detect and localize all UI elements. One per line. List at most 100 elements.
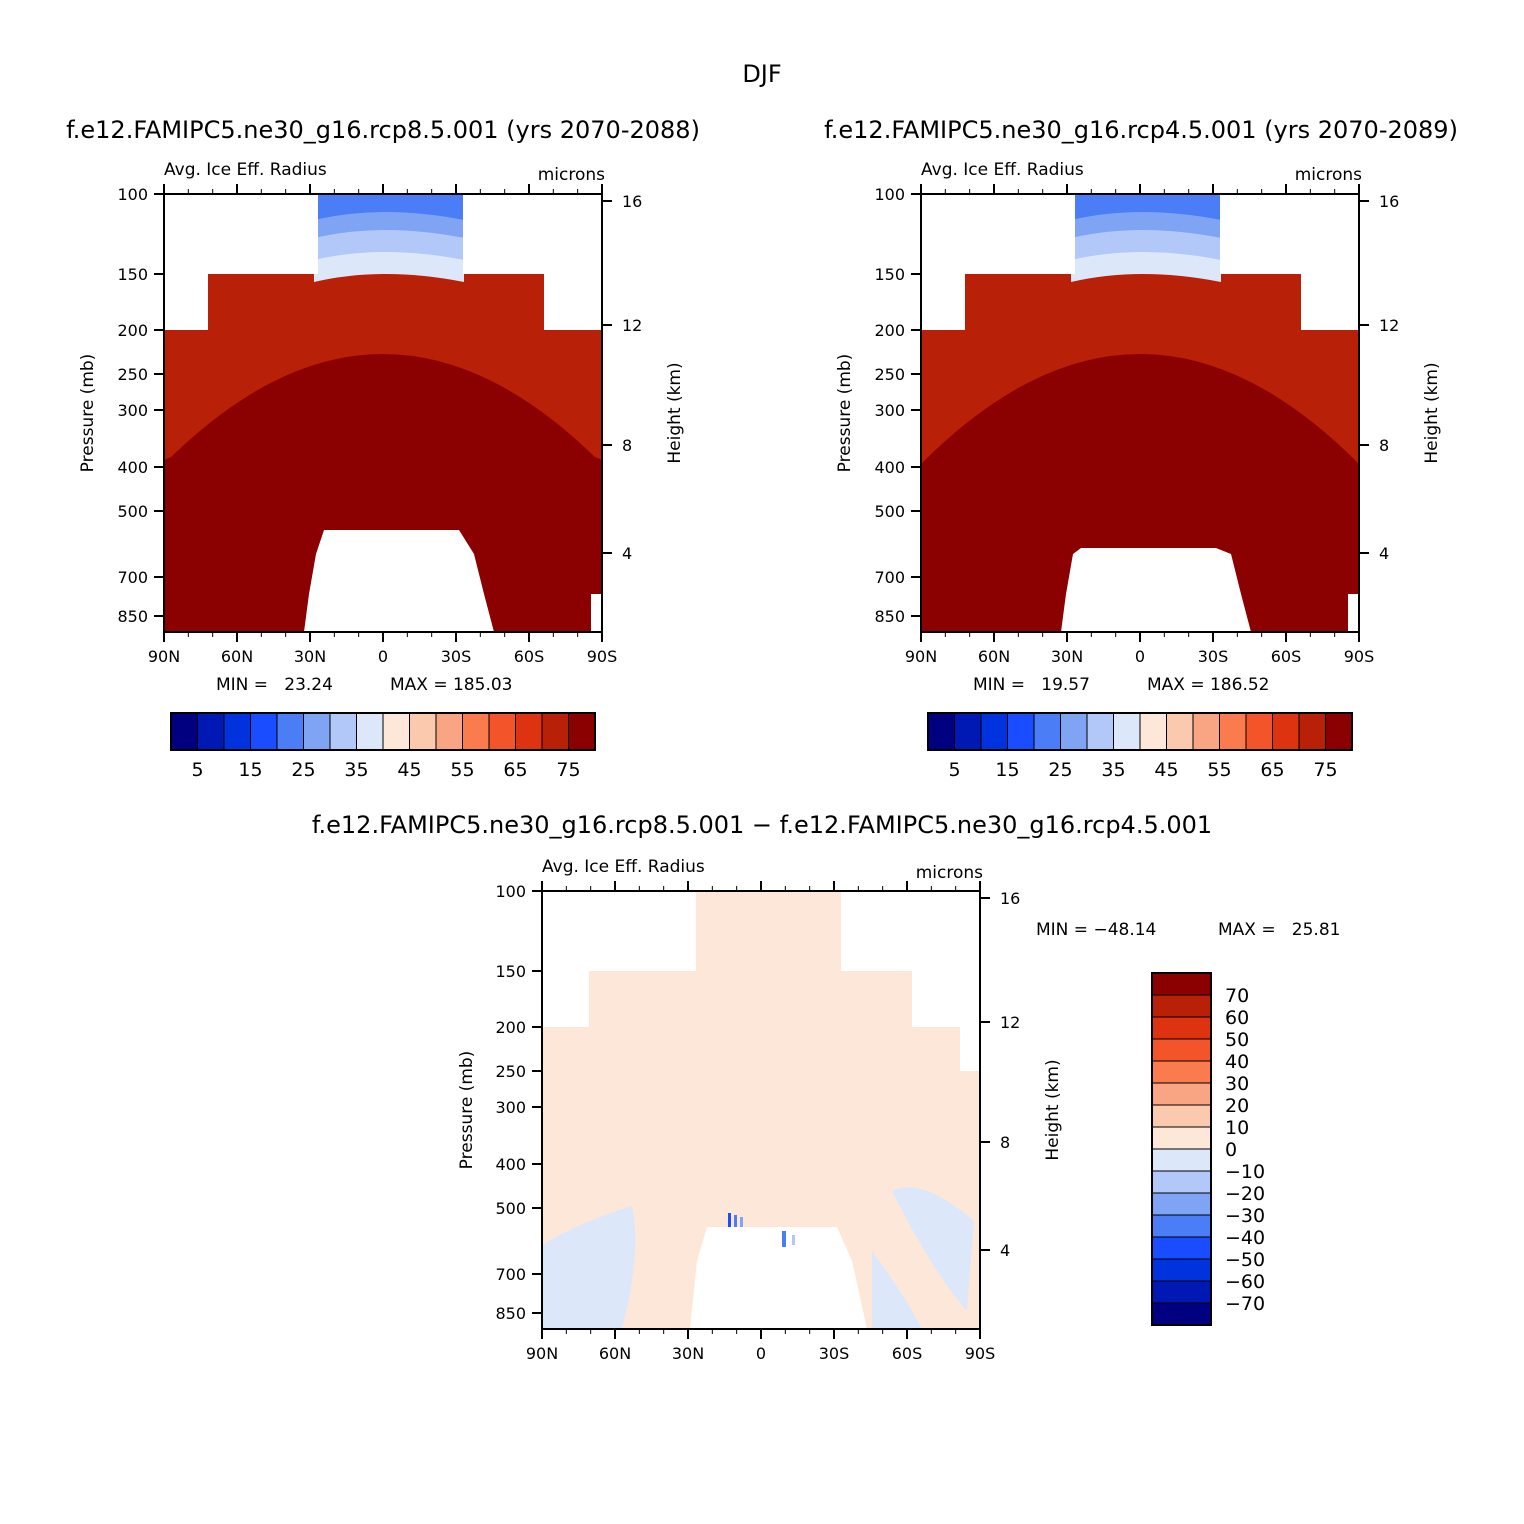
panel-2-colorbar-swatch: [1192, 712, 1220, 751]
panel-3-missing-top-left: [542, 891, 696, 971]
panel-2-colorbar-label: 45: [1154, 759, 1178, 781]
panel-3-axes: 100 150 200 250 300 400 500 700 850 16 12 8 4 90N 60N 3…: [495, 881, 1020, 1363]
panel-1-colorbar-swatch: [197, 712, 225, 751]
panel-1-field-label: Avg. Ice Eff. Radius: [164, 160, 327, 180]
panel-3-colorbar-label: −20: [1225, 1183, 1265, 1205]
panel-1-ptick-label: 150: [117, 265, 148, 284]
panel-3-colorbar-label: 0: [1225, 1139, 1237, 1161]
panel-1-colorbar-swatch: [303, 712, 331, 751]
panel-3-colorbar-swatch: [1151, 1170, 1212, 1194]
panel-3-colorbar-swatch: [1151, 1104, 1212, 1128]
panel-2-lat-label: 30S: [1198, 647, 1229, 666]
panel-3-colorbar-label: 30: [1225, 1073, 1249, 1095]
panel-2-ptick-label: 400: [874, 458, 905, 477]
panel-1-ptick-label: 100: [117, 185, 148, 204]
panel-2-lat-label: 60S: [1271, 647, 1302, 666]
panel-1-missing-region: [304, 530, 494, 632]
panel-2-lat-label: 30N: [1051, 647, 1083, 666]
panel-2-colorbar-frame: [927, 712, 1353, 751]
panel-3-blue-speck: [734, 1215, 737, 1227]
panel-1-title: f.e12.FAMIPC5.ne30_g16.rcp8.5.001 (yrs 2…: [66, 116, 700, 144]
panel-2-missing-edge: [1348, 594, 1359, 632]
panel-1-colorbar-swatch: [515, 712, 543, 751]
panel-2-axes: 100 150 200 250 300 400 500 700 850 16 12 8 4 90N 60N 3…: [874, 184, 1399, 666]
panel-3-colorbar-swatch: [1151, 972, 1212, 996]
panel-3-htick-label: 16: [1000, 889, 1020, 908]
panel-3-units: microns: [916, 863, 983, 883]
panel-2-ptick-label: 100: [874, 185, 905, 204]
panel-1-colorbar-swatch: [462, 712, 490, 751]
panel-2-band-core: [921, 354, 1359, 632]
panel-3-colorbar-label: −30: [1225, 1205, 1265, 1227]
panel-1-htick-label: 4: [622, 544, 632, 563]
panel-3-ylabel: Pressure (mb): [457, 1051, 477, 1170]
panel-1-colorbar-swatch: [409, 712, 437, 751]
panel-1-colorbar-frame: [170, 712, 596, 751]
panel-3-colorbar-swatch: [1151, 1236, 1212, 1260]
panel-3-colorbar-label: −60: [1225, 1271, 1265, 1293]
panel-1-colorbar-label: 35: [344, 759, 368, 781]
panel-2-colorbar-label: 65: [1260, 759, 1284, 781]
panel-1-lat-label: 30S: [441, 647, 472, 666]
panel-1-colorbar-swatch: [568, 712, 596, 751]
panel-3-missing-left: [542, 971, 589, 1027]
panel-3-colorbar-swatch: [1151, 1280, 1212, 1304]
panel-3-colorbar-swatch: [1151, 994, 1212, 1018]
panel-1-colorbar-label: 55: [450, 759, 474, 781]
panel-1-plot: [164, 194, 602, 632]
panel-1-ptick-label: 400: [117, 458, 148, 477]
panel-1-colorbar-label: 45: [397, 759, 421, 781]
panel-3-colorbar-label: −70: [1225, 1293, 1265, 1315]
panel-1-colorbar-swatch: [435, 712, 463, 751]
panel-3-missing-right-edge: [960, 1027, 980, 1071]
panel-3-colorbar-label: 20: [1225, 1095, 1249, 1117]
panel-3-blue-speck: [792, 1235, 795, 1245]
panel-3-ptick-label: 500: [495, 1199, 526, 1218]
panel-3-missing-right: [912, 971, 980, 1027]
panel-2-colorbar-swatch: [1086, 712, 1114, 751]
panel-3-min: MIN = −48.14: [1036, 920, 1156, 940]
panel-1-htick-label: 16: [622, 192, 642, 211]
panel-1-colorbar-swatch: [329, 712, 357, 751]
panel-1-ptick-label: 700: [117, 568, 148, 587]
panel-3-colorbar-swatch: [1151, 1148, 1212, 1172]
panel-1-colorbar-label: 15: [238, 759, 262, 781]
panel-3-neg-south: [872, 1251, 922, 1329]
panel-1-colorbar-swatch: [382, 712, 410, 751]
panel-2-colorbar-swatch: [1007, 712, 1035, 751]
panel-3-lat-label: 60N: [599, 1344, 631, 1363]
panel-1-colorbar: 5 15 25 35 45 55 65 75: [170, 712, 596, 781]
panel-3-colorbar-label: −50: [1225, 1249, 1265, 1271]
panel-2-max: MAX = 186.52: [1147, 675, 1269, 695]
panel-2-htick-label: 16: [1379, 192, 1399, 211]
panel-1-units: microns: [538, 165, 605, 185]
panel-2-htick-label: 12: [1379, 316, 1399, 335]
panel-2-units: microns: [1295, 165, 1362, 185]
panel-2-colorbar: 5 15 25 35 45 55 65 75: [927, 712, 1353, 781]
panel-3-colorbar-swatch: [1151, 1016, 1212, 1040]
panel-3-lat-label: 0: [756, 1344, 766, 1363]
page-title: DJF: [742, 60, 781, 88]
panel-2-htick-label: 8: [1379, 436, 1389, 455]
panel-3-colorbar-label: 70: [1225, 985, 1249, 1007]
panel-3-ptick-label: 250: [495, 1062, 526, 1081]
panel-1-lat-label: 60S: [514, 647, 545, 666]
panel-1-colorbar-swatch: [541, 712, 569, 751]
panel-3: f.e12.FAMIPC5.ne30_g16.rcp8.5.001 − f.e1…: [312, 811, 1341, 1363]
panel-2-title: f.e12.FAMIPC5.ne30_g16.rcp4.5.001 (yrs 2…: [824, 116, 1458, 144]
panel-3-colorbar-swatch: [1151, 1082, 1212, 1106]
panel-1-lat-label: 90S: [587, 647, 618, 666]
panel-3-missing-top-right: [841, 891, 980, 971]
panel-3-colorbar-label: 50: [1225, 1029, 1249, 1051]
panel-1-colorbar-swatch: [276, 712, 304, 751]
panel-3-colorbar-label: 60: [1225, 1007, 1249, 1029]
panel-1-colorbar-swatch: [250, 712, 278, 751]
panel-2-colorbar-label: 25: [1048, 759, 1072, 781]
panel-2-lat-label: 90N: [905, 647, 937, 666]
panel-2-field-label: Avg. Ice Eff. Radius: [921, 160, 1084, 180]
panel-3-lat-label: 90S: [965, 1344, 996, 1363]
panel-2: f.e12.FAMIPC5.ne30_g16.rcp4.5.001 (yrs 2…: [824, 116, 1458, 781]
panel-3-colorbar-label: 10: [1225, 1117, 1249, 1139]
panel-3-colorbar-swatch: [1151, 1214, 1212, 1238]
panel-2-colorbar-swatch: [927, 712, 955, 751]
